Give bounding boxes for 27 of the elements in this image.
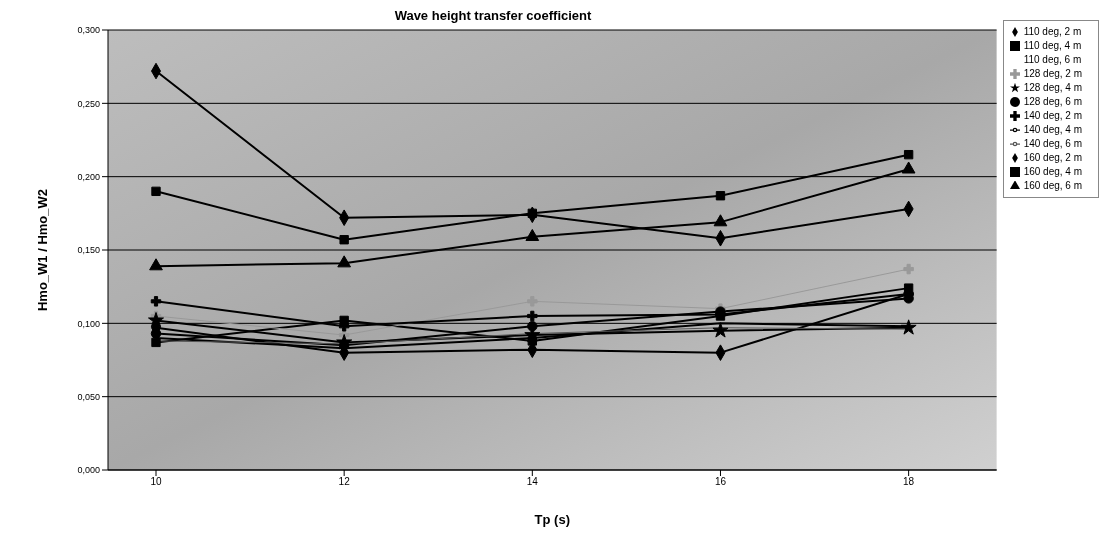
y-tick-label: 0,150 bbox=[77, 245, 100, 256]
legend-label: 160 deg, 2 m bbox=[1023, 152, 1082, 163]
legend-label: 128 deg, 6 m bbox=[1023, 96, 1082, 107]
legend-label: 128 deg, 4 m bbox=[1023, 82, 1082, 93]
y-tick-label: 0,250 bbox=[77, 98, 100, 109]
text: 110 deg, 6 m bbox=[1023, 54, 1082, 65]
x-tick-label: 16 bbox=[714, 476, 727, 488]
y-axis-title: Hmo_W1 / Hmo_W2 bbox=[34, 188, 50, 312]
legend-label: 160 deg, 6 m bbox=[1023, 180, 1082, 191]
legend-label: 160 deg, 4 m bbox=[1023, 166, 1082, 177]
legend-label: 110 deg, 2 m bbox=[1023, 26, 1082, 37]
chart-title: Wave height transfer coefficient bbox=[68, 8, 918, 23]
legend-label: 140 deg, 4 m bbox=[1023, 124, 1082, 135]
legend-label: 140 deg, 6 m bbox=[1023, 138, 1082, 149]
x-tick-label: 18 bbox=[903, 476, 915, 488]
legend-label: 140 deg, 2 m bbox=[1023, 110, 1082, 121]
x-tick-label: 10 bbox=[150, 476, 162, 488]
y-tick-label: 0,050 bbox=[77, 391, 100, 402]
x-tick-label: 12 bbox=[338, 476, 351, 488]
legend-label: 110 deg, 4 m bbox=[1023, 40, 1082, 51]
y-tick-label: 0,000 bbox=[77, 465, 100, 476]
legend-label: 128 deg, 2 m bbox=[1023, 68, 1082, 79]
y-tick-label: 0,200 bbox=[77, 171, 100, 182]
y-tick-label: 0,300 bbox=[77, 25, 100, 36]
y-tick-label: 0,100 bbox=[77, 318, 100, 329]
x-tick-label: 14 bbox=[526, 476, 539, 488]
x-axis-title: Tp (s) bbox=[534, 512, 571, 527]
